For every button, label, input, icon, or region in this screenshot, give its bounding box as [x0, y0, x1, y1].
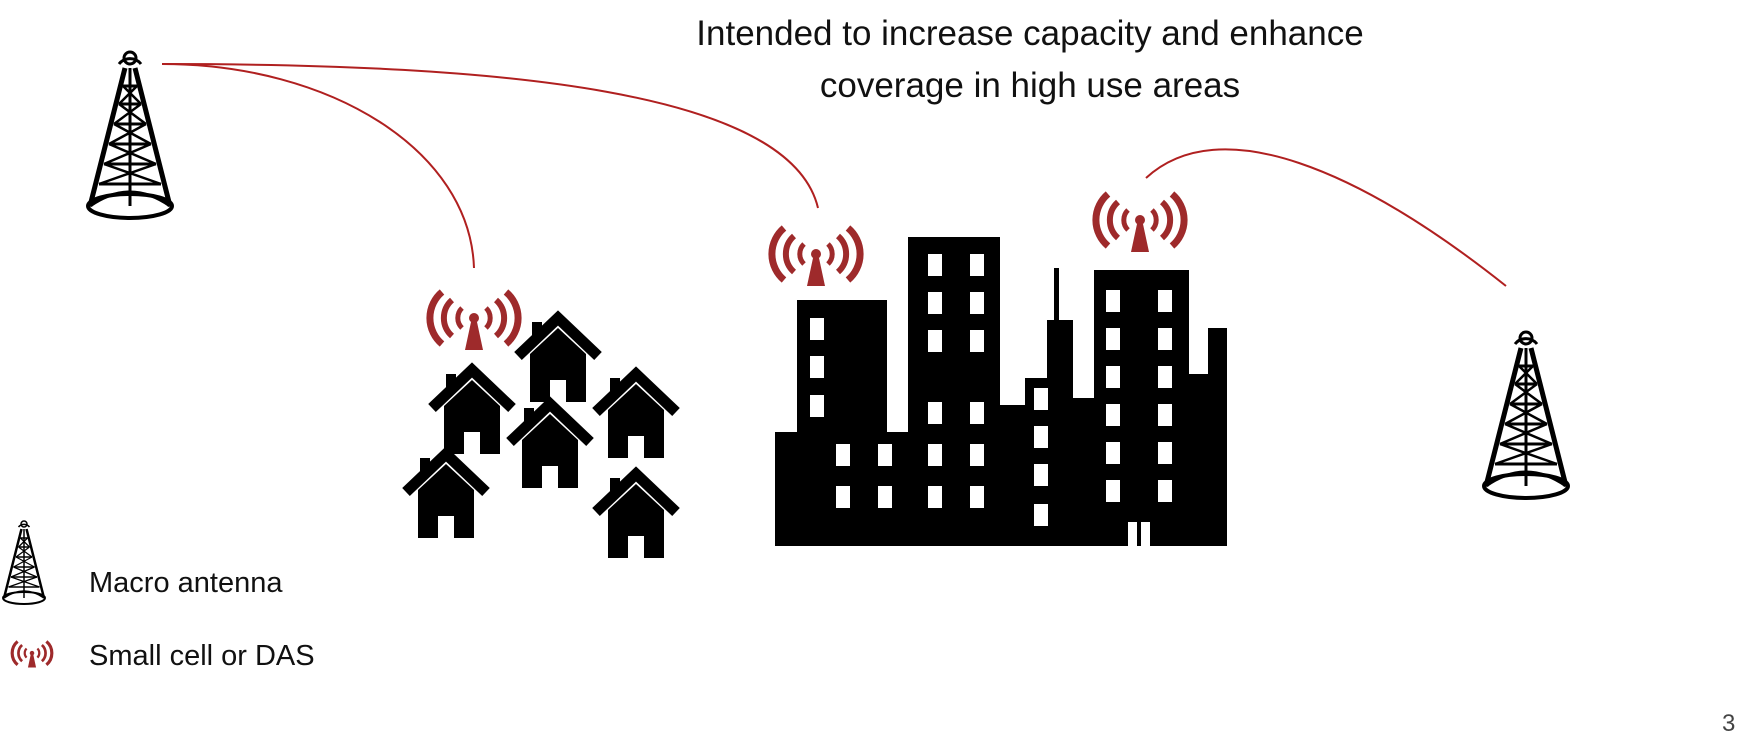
house-icon [406, 454, 486, 538]
house-icon [432, 370, 512, 454]
diagram-title: Intended to increase capacity and enhanc… [540, 8, 1520, 112]
macro-tower-icon [1484, 332, 1568, 498]
link-lines [161, 63, 1507, 287]
city-buildings-icon [775, 237, 1227, 546]
house-icon [596, 474, 676, 558]
small-cell-icon [772, 228, 860, 286]
link-macro-to-houses [161, 63, 475, 269]
houses-cluster [406, 318, 676, 558]
house-icon [518, 318, 598, 402]
small-cell-icon [430, 292, 518, 350]
link-city-right-to-macro [1145, 148, 1507, 287]
legend-macro-tower-icon [1, 519, 47, 606]
house-icon [510, 404, 590, 488]
small-cell-icon [1096, 194, 1184, 252]
title-line-2: coverage in high use areas [819, 66, 1241, 105]
legend-small-cell-label: Small cell or DAS [89, 640, 315, 672]
legend-macro-label: Macro antenna [89, 567, 283, 599]
page-number: 3 [1722, 710, 1736, 737]
house-icon [596, 374, 676, 458]
legend-small-cell-icon [10, 639, 54, 670]
title-line-1: Intended to increase capacity and enhanc… [696, 14, 1364, 53]
macro-tower-icon [88, 52, 172, 218]
link-macro-to-city-left [161, 63, 819, 209]
